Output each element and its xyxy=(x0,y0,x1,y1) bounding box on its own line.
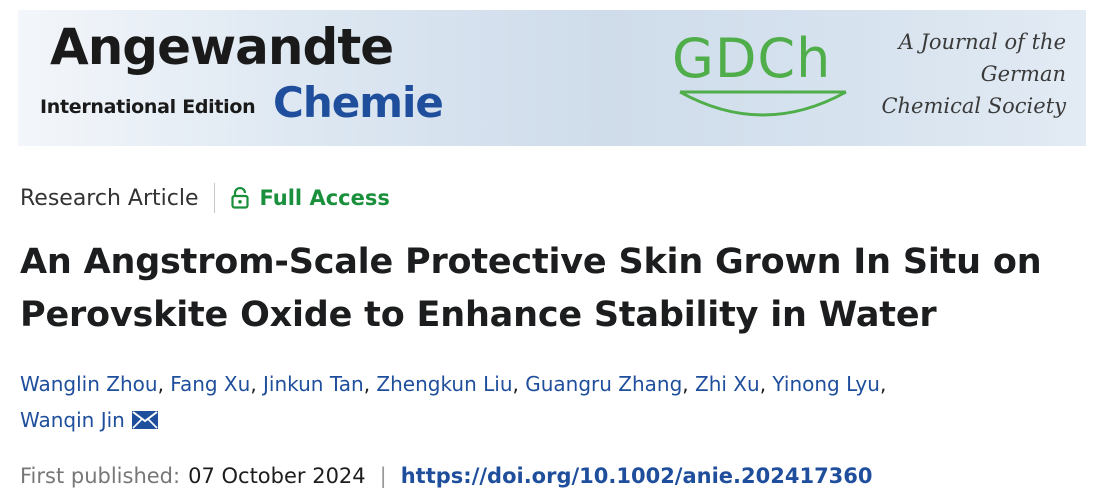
author-list: Wanglin Zhou, Fang Xu, Jinkun Tan, Zheng… xyxy=(20,372,887,432)
publication-date: 07 October 2024 xyxy=(188,464,366,488)
author-link[interactable]: Wanqin Jin xyxy=(20,408,125,432)
journal-edition: International Edition xyxy=(40,96,256,118)
author-link[interactable]: Yinong Lyu xyxy=(772,372,880,396)
journal-logo-subname: Chemie xyxy=(273,78,444,127)
gdch-logo: GDCh xyxy=(668,28,858,128)
access-label: Full Access xyxy=(259,186,390,210)
tagline-line-1: A Journal of the xyxy=(898,30,1066,54)
gdch-logo-text: GDCh xyxy=(672,27,832,90)
tagline-line-3: Chemical Society xyxy=(881,94,1066,118)
article-meta: Research Article Full Access xyxy=(20,183,390,213)
author-link[interactable]: Zhi Xu xyxy=(695,372,760,396)
article-type: Research Article xyxy=(20,185,199,211)
doi-link[interactable]: https://doi.org/10.1002/anie.202417360 xyxy=(400,464,873,488)
lock-open-icon xyxy=(231,187,250,209)
publication-info: First published: 07 October 2024 | https… xyxy=(20,460,873,492)
tagline-line-2: German xyxy=(980,62,1066,86)
envelope-icon[interactable] xyxy=(131,410,159,430)
author-link[interactable]: Jinkun Tan xyxy=(263,372,364,396)
gdch-arc-icon xyxy=(679,90,847,117)
author-link[interactable]: Guangru Zhang xyxy=(525,372,683,396)
article-title: An Angstrom-Scale Protective Skin Grown … xyxy=(20,242,1042,335)
meta-divider xyxy=(214,183,216,213)
journal-logo-name: Angewandte xyxy=(50,18,394,76)
author-link[interactable]: Fang Xu xyxy=(170,372,251,396)
author-link[interactable]: Zhengkun Liu xyxy=(376,372,513,396)
author-link[interactable]: Wanglin Zhou xyxy=(20,372,158,396)
publication-separator: | xyxy=(379,464,387,488)
access-badge[interactable]: Full Access xyxy=(231,186,390,210)
journal-banner[interactable]: Angewandte International Edition Chemie … xyxy=(18,10,1086,146)
first-published-label: First published: xyxy=(20,464,181,488)
